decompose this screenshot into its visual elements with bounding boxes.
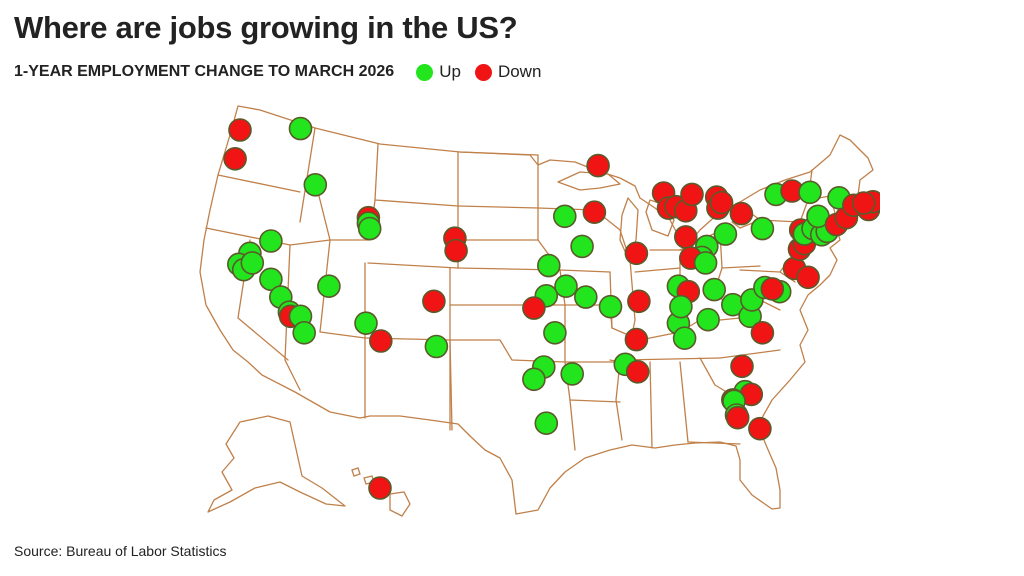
map-marker-up-14 <box>292 321 316 345</box>
map-marker-up-18 <box>357 216 382 241</box>
legend-dot-down <box>474 63 492 81</box>
map-marker-down-20 <box>369 329 393 353</box>
map-marker-up-37 <box>543 321 567 345</box>
map-marker-up-41 <box>534 411 559 436</box>
map-marker-up-8 <box>259 229 283 253</box>
map-marker-down-102 <box>851 191 876 215</box>
map-marker-down-103 <box>368 476 392 500</box>
map-marker-down-49 <box>680 182 704 207</box>
legend-item-down: Down <box>474 62 542 82</box>
source-note: Source: Bureau of Labor Statistics <box>14 543 227 559</box>
map-marker-down-44 <box>625 359 650 384</box>
map-marker-up-19 <box>354 311 378 335</box>
map-marker-up-9 <box>259 267 283 292</box>
map-marker-down-22 <box>444 238 468 263</box>
legend-label-up: Up <box>439 62 461 81</box>
map-marker-up-65 <box>669 294 693 319</box>
map-marker-up-28 <box>570 234 594 259</box>
lake-superior <box>557 171 621 191</box>
map-marker-up-24 <box>424 334 449 359</box>
map-marker-down-30 <box>624 241 649 266</box>
map-marker-up-29 <box>536 253 561 278</box>
map-marker-down-42 <box>624 327 649 352</box>
map-marker-up-39 <box>522 367 546 392</box>
map-marker-up-25 <box>552 204 577 229</box>
legend-item-up: Up <box>416 62 461 82</box>
subtitle-row: 1-YEAR EMPLOYMENT CHANGE TO MARCH 2026 U… <box>14 62 555 82</box>
map-marker-up-2 <box>288 116 313 141</box>
us-map <box>199 105 880 517</box>
map-marker-up-7 <box>240 251 265 275</box>
map-marker-down-1 <box>223 146 247 171</box>
map-marker-up-35 <box>598 294 623 319</box>
map-marker-up-32 <box>554 274 578 298</box>
map-marker-down-74 <box>750 321 775 345</box>
map-marker-up-57 <box>713 222 738 246</box>
map-marker-up-54 <box>750 216 775 241</box>
legend-dot-up <box>416 63 434 81</box>
map-marker-up-34 <box>573 285 598 309</box>
map-marker-down-73 <box>760 277 785 301</box>
map-marker-down-52 <box>709 190 734 215</box>
markers <box>223 116 880 500</box>
map-marker-up-3 <box>303 173 328 197</box>
legend-label-down: Down <box>497 62 542 81</box>
map-marker-up-40 <box>560 362 585 386</box>
map-marker-down-27 <box>586 153 610 178</box>
map-marker-up-63 <box>702 277 727 302</box>
map-marker-down-36 <box>627 289 651 314</box>
map-marker-up-66 <box>672 326 697 350</box>
map-marker-down-53 <box>729 201 754 226</box>
map-marker-up-60 <box>693 251 718 275</box>
map-marker-down-82 <box>748 416 772 441</box>
map-marker-up-97 <box>798 180 822 205</box>
subtitle: 1-YEAR EMPLOYMENT CHANGE TO MARCH 2026 <box>14 63 395 80</box>
map-marker-down-33 <box>522 296 546 320</box>
page-title: Where are jobs growing in the US? <box>14 10 518 45</box>
map-marker-down-55 <box>673 225 698 249</box>
map-marker-down-75 <box>730 354 754 379</box>
map-marker-down-26 <box>582 200 607 224</box>
map-marker-down-23 <box>422 289 446 314</box>
map-marker-down-0 <box>228 118 252 142</box>
map-marker-down-84 <box>796 265 820 290</box>
map-marker-up-67 <box>696 307 720 332</box>
map-marker-up-15 <box>317 274 341 298</box>
alaska-outline <box>207 415 346 513</box>
map-marker-down-81 <box>725 405 750 430</box>
